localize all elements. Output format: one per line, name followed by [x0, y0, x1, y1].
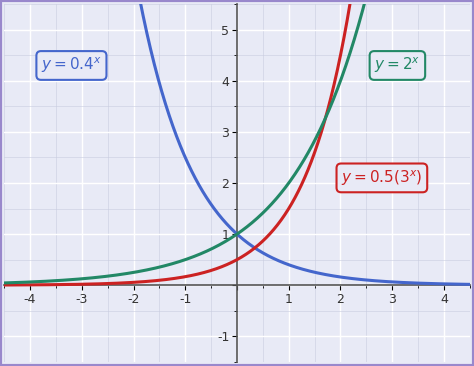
Text: $y = 0.5(3^x)$: $y = 0.5(3^x)$ — [341, 168, 423, 188]
Text: $y = 2^x$: $y = 2^x$ — [374, 56, 420, 75]
Text: $y = 0.4^x$: $y = 0.4^x$ — [41, 56, 102, 75]
